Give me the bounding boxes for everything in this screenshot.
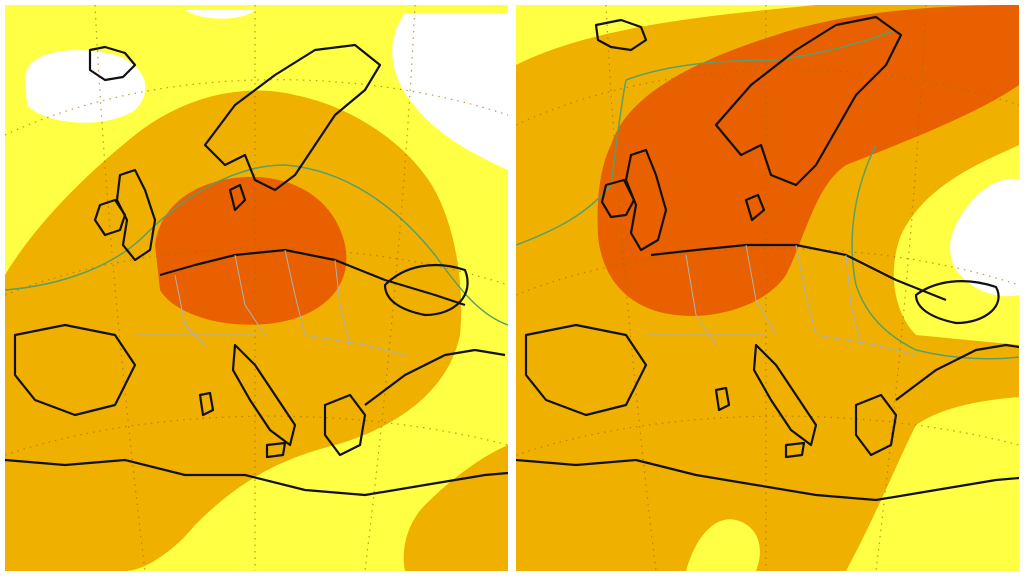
coastlines (5, 43, 508, 497)
ireland-coast (93, 198, 127, 237)
map-panel-left (5, 5, 508, 571)
panel-divider (508, 0, 516, 576)
contour-line-east (851, 144, 1019, 360)
italy-coast (752, 343, 818, 447)
country-borders (646, 244, 917, 356)
iceland-coast (594, 18, 648, 52)
iceland-coast (88, 45, 137, 82)
denmark-coast (228, 183, 247, 212)
graticule (5, 5, 508, 571)
black-sea-coast (383, 263, 469, 317)
greece-coast (854, 393, 898, 457)
no-anomaly-area-northeast (392, 13, 508, 170)
greece-coast (323, 393, 367, 457)
north-africa-coast (5, 458, 508, 497)
scandinavia-coast (714, 15, 903, 187)
north-africa-coast (516, 458, 1019, 502)
sardinia-coast (198, 391, 215, 417)
britain-coast (624, 148, 668, 252)
black-sea-coast (914, 280, 1000, 325)
sardinia-coast (714, 386, 731, 412)
map-right-svg (516, 5, 1019, 571)
ireland-coast (600, 178, 636, 219)
iberia-coast (13, 323, 137, 417)
turkey-coast (895, 343, 1019, 401)
italy-coast (231, 343, 297, 447)
contour-line (5, 164, 508, 326)
scandinavia-coast (203, 43, 382, 192)
no-anomaly-area-east (950, 178, 1019, 297)
iberia-coast (524, 323, 648, 417)
moderate-anomaly-area (5, 90, 462, 571)
britain-coast (115, 168, 157, 262)
contour-line-north (516, 29, 897, 246)
no-anomaly-area-iceland (25, 50, 146, 123)
sicily-coast (265, 441, 287, 459)
map-left-svg (5, 5, 508, 571)
map-panel-right (516, 5, 1019, 571)
high-anomaly-core (155, 176, 347, 325)
graticule (516, 5, 1019, 571)
sicily-coast (784, 441, 806, 459)
no-anomaly-area-top (185, 10, 255, 19)
high-anomaly-core (597, 5, 1019, 316)
north-europe-coast (159, 248, 466, 307)
denmark-coast (744, 193, 766, 222)
turkey-coast (364, 348, 506, 406)
country-borders (135, 249, 406, 356)
